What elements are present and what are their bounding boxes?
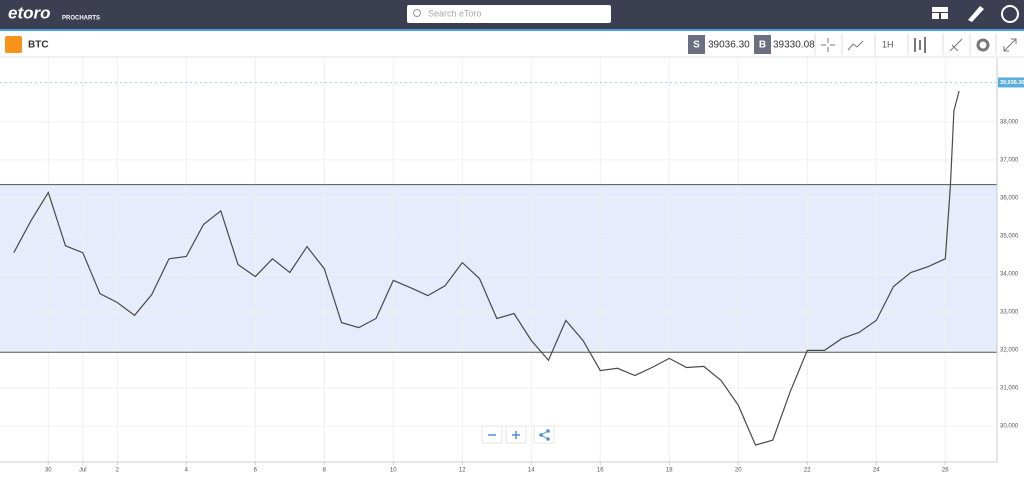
share[interactable] [533,425,555,444]
y-tick-label: 30,000 [1000,424,1019,430]
edit-icon[interactable] [968,6,984,22]
profile-icon[interactable] [1001,5,1019,23]
x-tick-label: 10 [390,468,397,474]
sell-button[interactable] [688,35,705,54]
buy-label[interactable]: B [759,40,766,51]
search-placeholder[interactable]: Search eToro [428,8,482,18]
y-tick-label: 38,000 [1000,119,1019,125]
x-tick-label: 24 [873,468,880,474]
x-tick-label: 12 [459,468,466,474]
top-bar-border [0,29,1024,31]
x-tick-label: Jul [79,468,87,474]
symbol: BTC [28,40,49,51]
buy-price[interactable]: 39330.08 [773,40,815,51]
crosshair-icon[interactable] [821,38,835,52]
y-tick-label: 34,000 [1000,272,1019,278]
interval[interactable]: 1H [882,39,894,49]
candle-icon[interactable] [914,37,926,53]
toolbar-icons[interactable] [821,37,1017,53]
price-line [13,90,960,446]
x-tick-label: 18 [666,468,673,474]
x-tick-label: 6 [254,468,258,474]
symbol-icon [5,36,22,53]
last-price-label: 39,036.30 [1000,80,1024,86]
logo[interactable]: etoro [8,3,51,22]
channel-band [0,184,997,353]
buy-button[interactable] [754,35,771,54]
y-tick-label: 37,000 [1000,157,1019,163]
x-tick-label: 14 [528,468,535,474]
layout-icon[interactable] [932,7,948,12]
y-tick-label: 36,000 [1000,196,1019,202]
x-tick-label: 26 [942,468,949,474]
sell-label[interactable]: S [693,40,700,51]
draw-icon[interactable] [949,38,963,52]
x-tick-label: 20 [735,468,742,474]
search-icon [413,9,421,17]
chart-type-icon[interactable] [847,40,864,51]
header-icons[interactable] [932,5,1019,23]
settings-icon[interactable] [976,38,990,52]
search-box[interactable] [407,5,611,23]
y-tick-label: 32,000 [1000,348,1019,354]
x-tick-label: 8 [323,468,327,474]
x-tick-label: 30 [45,468,52,474]
layout-icon-part [941,13,948,19]
sell-price[interactable]: 39036.30 [708,40,750,51]
x-tick-label: 22 [804,468,811,474]
x-tick-label: 2 [116,468,120,474]
toolbar [0,31,1024,57]
x-tick-label: 4 [185,468,189,474]
product-name: PROCHARTS [62,16,100,22]
y-tick-label: 33,000 [1000,310,1019,316]
toolbar-separators [814,34,997,55]
last-price-box [998,77,1024,88]
fullscreen-icon[interactable] [1003,38,1017,52]
y-tick-label: 35,000 [1000,234,1019,240]
zoom-controls[interactable] [481,425,555,444]
layout-icon-part [932,13,939,19]
x-tick-label: 16 [597,468,604,474]
y-tick-label: 31,000 [1000,386,1019,392]
